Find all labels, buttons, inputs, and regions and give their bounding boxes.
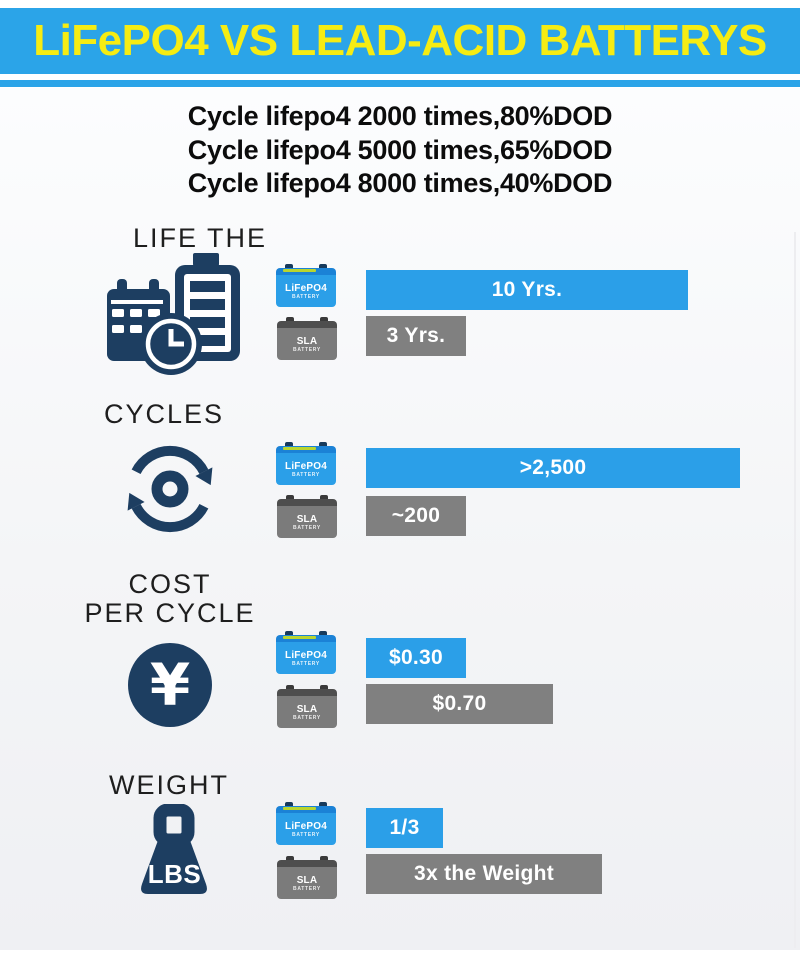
battery-stripe bbox=[283, 807, 317, 810]
battery-terminal bbox=[320, 685, 328, 692]
battery-sub: BATTERY bbox=[293, 885, 321, 892]
header-accent-strip bbox=[0, 80, 800, 87]
intro-line-2: Cycle lifepo4 5000 times,65%DOD bbox=[187, 134, 613, 165]
intro-line-3: Cycle lifepo4 8000 times,40%DOD bbox=[187, 168, 613, 198]
battery-terminal bbox=[319, 802, 327, 809]
battery-name: LiFePO4 bbox=[285, 649, 327, 661]
battery-sub: BATTERY bbox=[292, 471, 320, 478]
sla-battery-icon: SLA BATTERY bbox=[277, 856, 337, 899]
battery-terminal bbox=[285, 802, 293, 809]
battery-terminal bbox=[285, 442, 293, 449]
yen-symbol: ¥ bbox=[150, 651, 190, 719]
battery-name: SLA bbox=[296, 874, 318, 886]
battery-sub: BATTERY bbox=[293, 346, 321, 353]
section-label-cycles: CYCLES bbox=[24, 400, 304, 429]
battery-name: SLA bbox=[296, 703, 318, 715]
bar-cycles-lifepo4: >2,500 bbox=[366, 448, 740, 488]
section-label-life-time: LIFE THE bbox=[60, 224, 340, 253]
bar-cycles-sla: ~200 bbox=[366, 496, 466, 536]
sla-battery-icon: SLA BATTERY bbox=[277, 317, 337, 360]
battery-terminal bbox=[286, 856, 294, 863]
battery-body: LiFePO4 BATTERY bbox=[276, 275, 336, 307]
bar-life-time-lifepo4: 10 Yrs. bbox=[366, 270, 688, 310]
bar-life-time-sla: 3 Yrs. bbox=[366, 316, 466, 356]
intro-text-block: Cycle lifepo4 2000 times,80%DOD Cycle li… bbox=[0, 100, 800, 201]
battery-terminal bbox=[319, 264, 327, 271]
weight-lbs-icon: LBS bbox=[141, 804, 207, 894]
bar-cost-lifepo4: $0.30 bbox=[366, 638, 466, 678]
bar-value: 1/3 bbox=[389, 816, 420, 839]
bar-value: 3x the Weight bbox=[413, 862, 555, 885]
battery-terminal bbox=[320, 856, 328, 863]
battery-body: LiFePO4 BATTERY bbox=[276, 813, 336, 845]
battery-terminal bbox=[319, 442, 327, 449]
battery-terminal bbox=[320, 317, 328, 324]
lbs-label: LBS bbox=[148, 859, 202, 889]
section-label-line: COST bbox=[128, 569, 212, 599]
bar-value: $0.70 bbox=[432, 692, 487, 715]
sla-battery-icon: SLA BATTERY bbox=[277, 685, 337, 728]
battery-terminal bbox=[286, 685, 294, 692]
section-label-weight: WEIGHT bbox=[29, 771, 309, 800]
battery-stripe bbox=[283, 636, 317, 639]
lifepo4-battery-icon: LiFePO4 BATTERY bbox=[276, 442, 336, 485]
bar-cost-sla: $0.70 bbox=[366, 684, 553, 724]
lifepo4-battery-icon: LiFePO4 BATTERY bbox=[276, 802, 336, 845]
recycle-arrows-icon bbox=[127, 445, 213, 533]
section-label-line: PER CYCLE bbox=[84, 598, 256, 628]
battery-name: LiFePO4 bbox=[285, 282, 327, 294]
battery-name: SLA bbox=[296, 335, 318, 347]
battery-body: SLA BATTERY bbox=[277, 328, 337, 360]
battery-stripe bbox=[283, 269, 317, 272]
battery-terminal bbox=[286, 317, 294, 324]
battery-sub: BATTERY bbox=[292, 660, 320, 667]
battery-name: LiFePO4 bbox=[285, 820, 327, 832]
battery-body: LiFePO4 BATTERY bbox=[276, 642, 336, 674]
battery-name: LiFePO4 bbox=[285, 460, 327, 472]
bar-value: 3 Yrs. bbox=[386, 324, 446, 347]
battery-terminal bbox=[319, 631, 327, 638]
section-label-line: CYCLES bbox=[103, 399, 225, 429]
right-edge-divider bbox=[794, 232, 796, 948]
section-label-line: WEIGHT bbox=[109, 770, 229, 800]
bar-value: ~200 bbox=[391, 504, 441, 527]
battery-name: SLA bbox=[296, 513, 318, 525]
battery-body: SLA BATTERY bbox=[277, 696, 337, 728]
battery-terminal bbox=[285, 264, 293, 271]
yen-coin-icon: ¥ bbox=[128, 643, 212, 727]
calendar-clock-battery-icon bbox=[107, 253, 240, 375]
bar-value: 10 Yrs. bbox=[491, 278, 563, 301]
lifepo4-battery-icon: LiFePO4 BATTERY bbox=[276, 631, 336, 674]
battery-sub: BATTERY bbox=[292, 831, 320, 838]
battery-terminal bbox=[285, 631, 293, 638]
bar-weight-lifepo4: 1/3 bbox=[366, 808, 443, 848]
battery-body: SLA BATTERY bbox=[277, 506, 337, 538]
section-label-line: LIFE THE bbox=[132, 223, 268, 253]
bar-value: >2,500 bbox=[519, 456, 587, 479]
bar-value: $0.30 bbox=[388, 646, 444, 669]
bar-weight-sla: 3x the Weight bbox=[366, 854, 602, 894]
intro-line-1: Cycle lifepo4 2000 times,80%DOD bbox=[187, 101, 613, 131]
clock-hands bbox=[168, 329, 184, 347]
sla-battery-icon: SLA BATTERY bbox=[277, 495, 337, 538]
battery-terminal bbox=[320, 495, 328, 502]
header-banner: LiFePO4 VS LEAD-ACID BATTERYS bbox=[0, 8, 800, 74]
battery-sub: BATTERY bbox=[293, 524, 321, 531]
battery-stripe bbox=[283, 447, 317, 450]
battery-body: LiFePO4 BATTERY bbox=[276, 453, 336, 485]
battery-terminal bbox=[286, 495, 294, 502]
battery-sub: BATTERY bbox=[292, 293, 320, 300]
battery-sub: BATTERY bbox=[293, 714, 321, 721]
battery-body: SLA BATTERY bbox=[277, 867, 337, 899]
lifepo4-battery-icon: LiFePO4 BATTERY bbox=[276, 264, 336, 307]
page-title: LiFePO4 VS LEAD-ACID BATTERYS bbox=[33, 16, 767, 65]
section-label-cost-per-cycle: COST PER CYCLE bbox=[30, 570, 310, 628]
